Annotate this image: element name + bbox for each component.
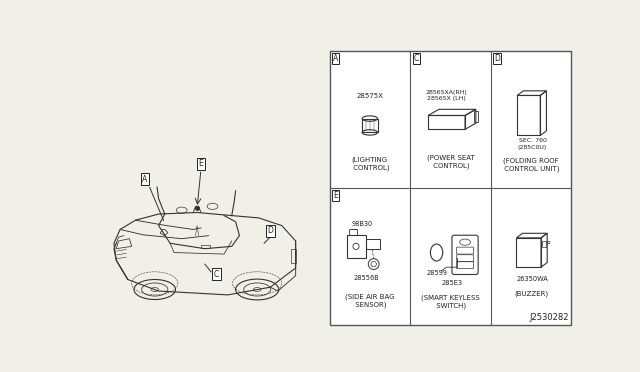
Text: A: A xyxy=(142,175,147,184)
Text: 28599: 28599 xyxy=(426,270,447,276)
Text: 28565X (LH): 28565X (LH) xyxy=(428,96,466,101)
Text: (POWER SEAT
 CONTROL): (POWER SEAT CONTROL) xyxy=(426,155,474,169)
Text: C: C xyxy=(413,54,419,63)
Bar xyxy=(349,229,356,235)
Bar xyxy=(542,241,546,247)
Text: (SIDE AIR BAG
 SENSOR): (SIDE AIR BAG SENSOR) xyxy=(345,294,395,308)
Text: (SMART KEYLESS
 SWITCH): (SMART KEYLESS SWITCH) xyxy=(421,295,480,310)
Bar xyxy=(517,96,540,135)
Text: E: E xyxy=(198,160,204,169)
Text: 28575X: 28575X xyxy=(356,93,383,99)
Text: (285C0U): (285C0U) xyxy=(518,145,547,150)
Text: 28565XA(RH): 28565XA(RH) xyxy=(426,90,467,95)
Bar xyxy=(366,239,380,250)
Text: J2530282: J2530282 xyxy=(529,313,569,322)
Text: (FOLDING ROOF
 CONTROL UNIT): (FOLDING ROOF CONTROL UNIT) xyxy=(502,158,560,172)
Text: (LIGHTING
 CONTROL): (LIGHTING CONTROL) xyxy=(351,156,389,171)
Text: A: A xyxy=(333,54,339,63)
Text: C: C xyxy=(214,270,219,279)
Text: (BUZZER): (BUZZER) xyxy=(514,290,548,297)
Bar xyxy=(330,51,572,325)
Bar xyxy=(201,245,210,248)
Text: 285E3: 285E3 xyxy=(442,280,463,286)
Text: E: E xyxy=(333,191,338,200)
Text: D: D xyxy=(494,54,500,63)
Bar xyxy=(291,249,296,263)
Bar xyxy=(362,119,378,132)
Bar xyxy=(347,235,366,258)
Bar xyxy=(474,111,478,122)
Text: 26350WA: 26350WA xyxy=(516,276,548,282)
Text: 98B30: 98B30 xyxy=(351,221,372,227)
Bar xyxy=(428,115,465,129)
Bar xyxy=(516,238,541,267)
Text: D: D xyxy=(268,227,273,235)
Text: 28556B: 28556B xyxy=(353,275,379,281)
Text: SEC. 760: SEC. 760 xyxy=(518,138,547,143)
